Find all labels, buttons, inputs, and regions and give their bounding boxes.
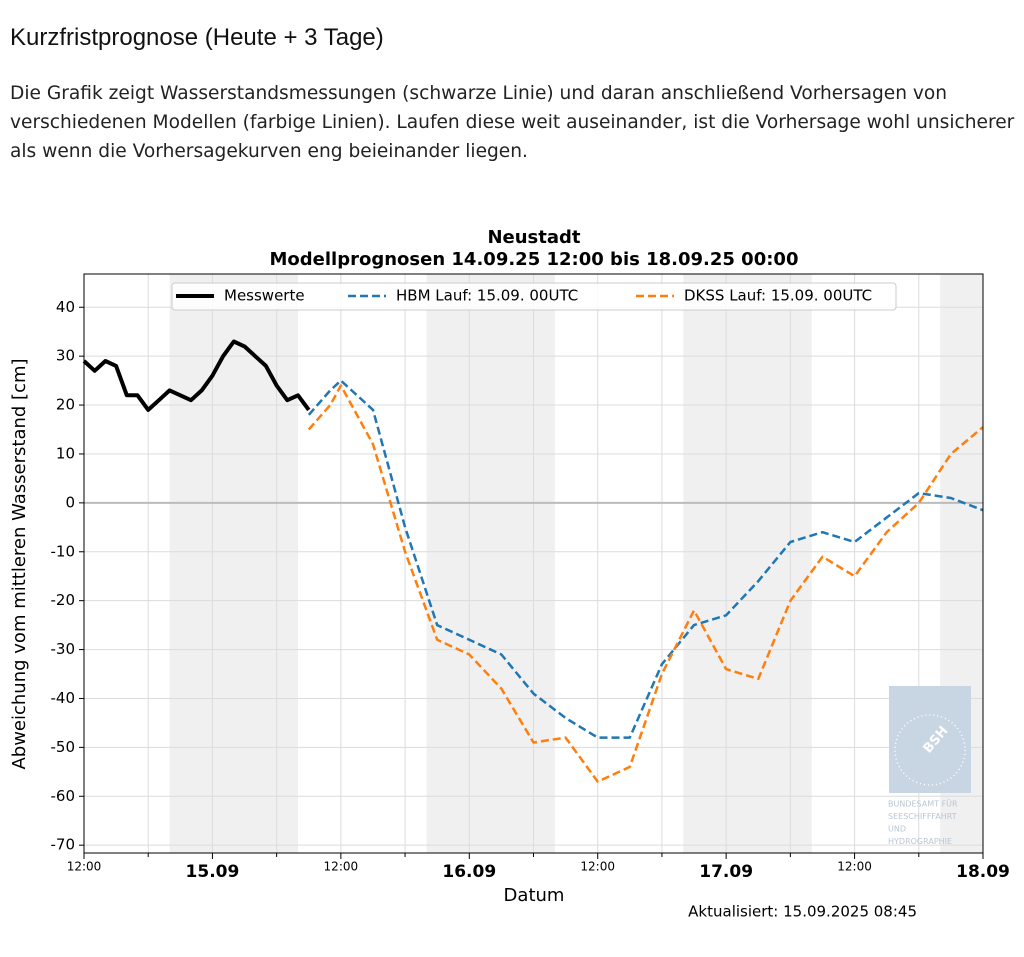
x-tick-label: 12:00 — [67, 860, 102, 874]
legend: Messwerte HBM Lauf: 15.09. 00UTC DKSS Lauf… — [171, 282, 897, 311]
y-tick-label: -50 — [51, 738, 76, 756]
intro-text: Die Grafik zeigt Wasserstandsmessungen (… — [10, 83, 1015, 162]
watermark-line: HYDROGRAPHIE — [888, 837, 952, 846]
y-tick-label: 30 — [56, 347, 75, 365]
x-tick-label: 12:00 — [580, 860, 615, 874]
y-tick-label: 0 — [65, 493, 75, 511]
update-note: Aktualisiert: 15.09.2025 08:45 — [688, 903, 917, 921]
series-line — [307, 384, 984, 783]
series-line — [307, 379, 984, 739]
logo-ring — [894, 714, 966, 786]
watermark-line: SEESCHIFFFAHRT — [888, 812, 957, 821]
y-tick-label: -40 — [51, 689, 76, 707]
night-shade — [426, 274, 555, 853]
plot-frame — [83, 273, 984, 854]
x-tick-label: 17.09 — [699, 862, 753, 882]
x-tick-label: 15.09 — [186, 862, 240, 882]
legend-box — [171, 282, 897, 311]
legend-label: Messwerte — [224, 287, 305, 305]
chart-title: Neustadt — [487, 227, 580, 248]
y-tick-label: 40 — [56, 298, 75, 316]
x-axis-label: Datum — [504, 885, 565, 906]
watermark-line: UND — [888, 825, 906, 834]
series-line — [82, 339, 311, 412]
y-tick-label: -60 — [51, 787, 76, 805]
legend-label: HBM Lauf: 15.09. 00UTC — [396, 287, 578, 305]
y-tick-label: -70 — [51, 836, 76, 854]
heading: Kurzfristprognose (Heute + 3 Tage) — [10, 24, 384, 51]
night-shade — [169, 274, 299, 853]
x-tick-label: 16.09 — [442, 862, 496, 882]
y-tick-label: 10 — [56, 444, 75, 462]
y-tick-label: -10 — [51, 542, 76, 560]
watermark-line: BUNDESAMT FÜR — [888, 799, 958, 809]
chart-subtitle: Modellprognosen 14.09.25 12:00 bis 18.09… — [270, 249, 799, 270]
x-tick-label: 12:00 — [837, 860, 872, 874]
night-shade — [683, 274, 812, 853]
legend-label: DKSS Lauf: 15.09. 00UTC — [684, 287, 872, 305]
x-tick-label: 12:00 — [324, 860, 359, 874]
logo-box — [889, 686, 971, 793]
y-axis-label: Abweichung vom mittleren Wasserstand [cm… — [9, 358, 30, 769]
x-tick-label: 18.09 — [956, 862, 1010, 882]
y-tick-label: -20 — [51, 591, 76, 609]
y-tick-label: -30 — [51, 640, 76, 658]
y-tick-label: 20 — [56, 396, 75, 414]
